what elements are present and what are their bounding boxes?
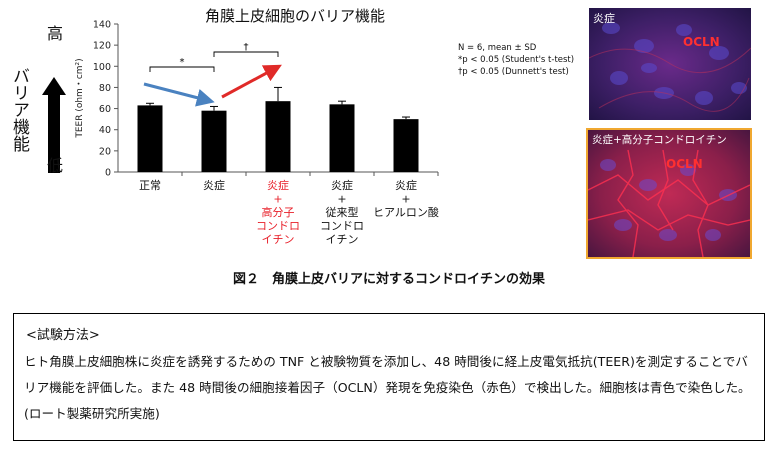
y-tick-label: 40 xyxy=(99,125,111,136)
x-tick-label: + xyxy=(273,193,282,206)
y-tick-label: 120 xyxy=(93,41,111,52)
micrograph-label: 炎症 xyxy=(593,12,615,25)
y-tick-label: 0 xyxy=(105,168,111,179)
significance-marker: * xyxy=(180,57,185,68)
micrograph-inflammation: 炎症 OCLN xyxy=(589,8,751,120)
micrograph-image xyxy=(588,130,750,257)
x-tick-label: 従来型 xyxy=(326,205,359,219)
y-tick-label: 140 xyxy=(93,20,111,31)
bar xyxy=(201,110,227,172)
bar xyxy=(393,119,419,172)
barrier-function-axis-arrow: 高 バリア機能 低 xyxy=(8,25,68,185)
stats-note-line: N = 6, mean ± SD xyxy=(458,43,537,53)
y-tick-label: 60 xyxy=(99,104,111,115)
x-tick-label: 炎症 xyxy=(331,178,353,192)
method-body: ヒト角膜上皮細胞株に炎症を誘発するための TNF と被験物質を添加し、48 時間… xyxy=(24,354,751,421)
significance-bracket xyxy=(149,66,215,72)
x-tick-label: イチン xyxy=(326,233,359,246)
y-tick-label: 80 xyxy=(99,83,111,94)
x-tick-label: + xyxy=(337,193,346,206)
test-method-box: <試験方法> ヒト角膜上皮細胞株に炎症を誘発するための TNF と被験物質を添加… xyxy=(13,313,765,441)
up-arrow-icon xyxy=(42,77,66,95)
bar xyxy=(265,101,291,172)
y-axis-label: TEER (ohm・cm²) xyxy=(75,58,85,138)
y-tick-label: 20 xyxy=(99,146,111,157)
x-tick-label: + xyxy=(401,193,410,206)
x-tick-label: コンドロ xyxy=(256,220,300,233)
ocln-marker-label: OCLN xyxy=(683,35,720,49)
x-tick-label: 高分子 xyxy=(262,205,295,219)
bar xyxy=(137,105,163,172)
stats-note-line: *p < 0.05 (Student's t-test) xyxy=(458,55,575,65)
low-label: 低 xyxy=(44,157,63,173)
y-tick-label: 100 xyxy=(93,62,111,73)
micrograph-image xyxy=(589,8,751,120)
significance-bracket xyxy=(213,51,279,57)
significance-marker: † xyxy=(244,42,249,53)
recovery-trend-arrow xyxy=(221,64,282,99)
x-tick-label: イチン xyxy=(262,233,295,246)
stats-note-line: †p < 0.05 (Dunnett's test) xyxy=(458,67,569,77)
barrier-function-label: バリア機能 xyxy=(9,67,29,152)
x-tick-label: コンドロ xyxy=(320,220,364,233)
x-tick-label: 炎症 xyxy=(395,178,417,192)
method-heading: <試験方法> xyxy=(26,328,100,343)
stats-note: N = 6, mean ± SD *p < 0.05 (Student's t-… xyxy=(458,42,574,78)
x-tick-label: 炎症 xyxy=(203,178,225,192)
x-tick-label: 炎症 xyxy=(267,178,289,192)
x-tick-label: 正常 xyxy=(139,179,161,192)
x-tick-label: ヒアルロン酸 xyxy=(373,205,439,219)
ocln-marker-label: OCLN xyxy=(666,157,703,171)
micrograph-label: 炎症+高分子コンドロイチン xyxy=(592,134,727,146)
bar xyxy=(329,104,355,172)
up-arrow-shaft xyxy=(48,93,60,173)
micrograph-high-mw-chondroitin: 炎症+高分子コンドロイチン OCLN xyxy=(586,128,752,259)
decrease-trend-arrow xyxy=(143,82,215,107)
high-label: 高 xyxy=(44,25,63,41)
figure-caption: 図２ 角膜上皮バリアに対するコンドロイチンの効果 xyxy=(232,272,545,287)
chart-title: 角膜上皮細胞のバリア機能 xyxy=(204,7,385,25)
